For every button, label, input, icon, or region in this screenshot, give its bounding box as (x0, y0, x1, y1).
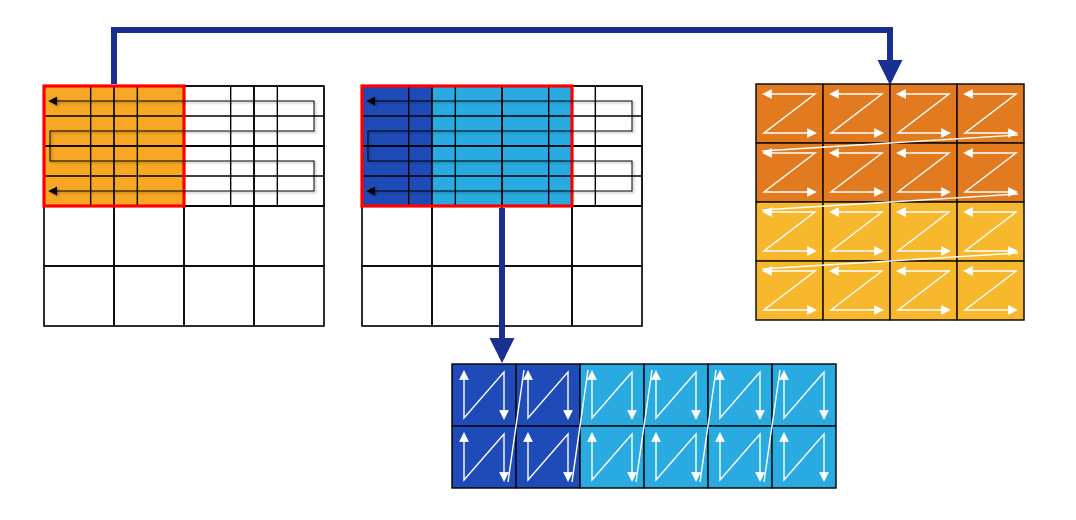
grid-cell (44, 206, 114, 266)
grid-cell (432, 206, 502, 266)
grid-cell (44, 266, 114, 326)
grid-cell (184, 206, 254, 266)
grid-cell (44, 266, 114, 326)
grid-cell (184, 266, 254, 326)
grid-cell (502, 266, 572, 326)
grid-cell (572, 206, 642, 266)
grid-cell (572, 266, 642, 326)
right-panel (756, 84, 1024, 320)
grid-cell (362, 266, 432, 326)
flow-arrow (114, 30, 890, 84)
grid-cell (184, 206, 254, 266)
grid-cell (44, 206, 114, 266)
grid-cell (254, 206, 324, 266)
grid-cell (432, 266, 502, 326)
grid-cell (502, 206, 572, 266)
grid-cell (254, 266, 324, 326)
grid-cell (114, 266, 184, 326)
left-panel (44, 86, 324, 326)
grid-cell (572, 206, 642, 266)
grid-cell (432, 206, 502, 266)
grid-cell (362, 206, 432, 266)
grid-cell (114, 206, 184, 266)
grid-cell (572, 266, 642, 326)
grid-cell (114, 266, 184, 326)
grid-cell (254, 206, 324, 266)
grid-cell (114, 206, 184, 266)
grid-cell (502, 206, 572, 266)
grid-cell (362, 266, 432, 326)
bottom-panel (452, 364, 836, 488)
grid-cell (432, 266, 502, 326)
diagram-canvas (0, 0, 1076, 520)
grid-cell (502, 266, 572, 326)
grid-cell (362, 206, 432, 266)
grid-cell (184, 266, 254, 326)
grid-cell (254, 266, 324, 326)
